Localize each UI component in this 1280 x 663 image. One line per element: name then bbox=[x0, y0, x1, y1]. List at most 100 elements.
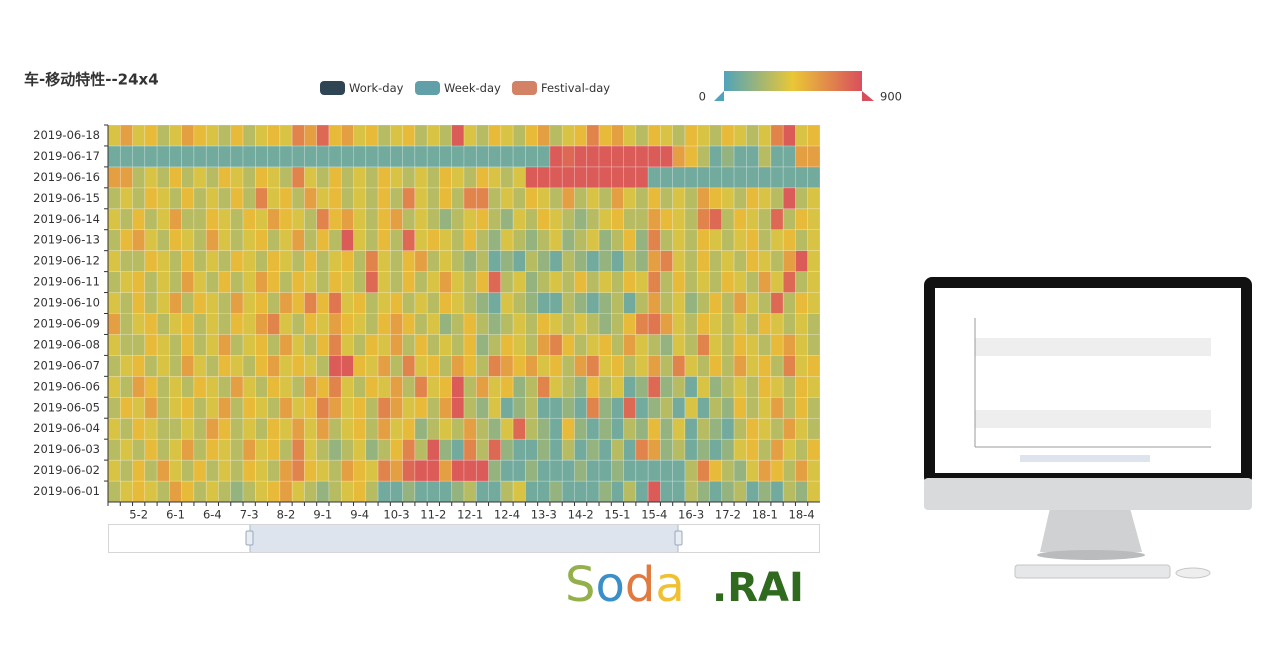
heatmap-cell bbox=[390, 229, 403, 251]
heatmap-cell bbox=[500, 250, 514, 272]
heatmap-cell bbox=[107, 480, 121, 503]
heatmap-cell bbox=[402, 334, 416, 356]
heatmap-cell bbox=[439, 313, 453, 335]
heatmap-cell bbox=[537, 145, 551, 168]
monitor-stand bbox=[1040, 508, 1142, 552]
heatmap-cell bbox=[193, 292, 207, 314]
heatmap-cell bbox=[340, 438, 354, 461]
heatmap-cell bbox=[635, 166, 649, 189]
heatmap-cell bbox=[181, 396, 195, 419]
heatmap-cell bbox=[672, 166, 686, 189]
heatmap-cell bbox=[353, 334, 367, 356]
heatmap-cell bbox=[242, 396, 256, 419]
heatmap-cell bbox=[304, 313, 317, 335]
heatmap-cell bbox=[205, 376, 219, 398]
heatmap-cell bbox=[561, 459, 575, 482]
heatmap-cell bbox=[500, 124, 514, 147]
heatmap-cell bbox=[242, 459, 256, 482]
x-tick-label: 7-3 bbox=[240, 508, 259, 522]
visual-map[interactable]: 0 900 bbox=[699, 71, 902, 104]
heatmap-cell bbox=[439, 145, 453, 168]
heatmap-cell bbox=[279, 313, 293, 335]
heatmap-cell bbox=[316, 187, 330, 210]
heatmap-cell bbox=[218, 438, 232, 461]
heatmap-cell bbox=[475, 145, 489, 168]
visual-map-handle[interactable] bbox=[714, 91, 724, 101]
heatmap-cell bbox=[340, 166, 354, 189]
heatmap-cell bbox=[439, 459, 453, 482]
heatmap-cell bbox=[586, 124, 600, 147]
heatmap-cell bbox=[193, 166, 207, 189]
zoom-window[interactable] bbox=[250, 525, 678, 552]
heatmap-cell bbox=[463, 480, 477, 503]
monitor-screen bbox=[935, 288, 1241, 473]
heatmap-cell bbox=[746, 396, 759, 419]
visual-map-max: 900 bbox=[880, 90, 902, 104]
heatmap-cell bbox=[107, 417, 121, 440]
heatmap-cell bbox=[795, 124, 809, 147]
heatmap-cell bbox=[709, 208, 723, 231]
zoom-handle[interactable] bbox=[245, 530, 254, 546]
heatmap-cell bbox=[770, 229, 784, 251]
heatmap-cell bbox=[537, 124, 551, 147]
heatmap-cell bbox=[439, 480, 453, 503]
heatmap-cell bbox=[267, 271, 281, 293]
zoom-handle[interactable] bbox=[674, 530, 683, 546]
heatmap-cell bbox=[377, 376, 391, 398]
heatmap-cell bbox=[377, 438, 391, 461]
heatmap-cell bbox=[746, 376, 759, 398]
heatmap-cell bbox=[770, 145, 784, 168]
y-tick-label: 2019-06-09 bbox=[33, 316, 100, 330]
heatmap-cell bbox=[169, 166, 182, 189]
heatmap-cell bbox=[132, 292, 146, 314]
heatmap-cell bbox=[353, 271, 367, 293]
heatmap-cell bbox=[475, 124, 489, 147]
heatmap-cell bbox=[144, 229, 158, 251]
heatmap-cell bbox=[156, 208, 170, 231]
heatmap-cell bbox=[611, 376, 624, 398]
heatmap-cell bbox=[451, 417, 465, 440]
heatmap-cell bbox=[623, 459, 637, 482]
heatmap-cell bbox=[500, 459, 514, 482]
visual-map-handle[interactable] bbox=[862, 91, 874, 101]
heatmap-cell bbox=[439, 208, 453, 231]
heatmap-cell bbox=[414, 292, 428, 314]
heatmap-cell bbox=[684, 166, 698, 189]
heatmap-cell bbox=[242, 417, 256, 440]
heatmap-cell bbox=[549, 396, 563, 419]
heatmap-cell bbox=[795, 396, 809, 419]
y-tick-label: 2019-06-06 bbox=[33, 379, 100, 393]
heatmap-cell bbox=[218, 417, 232, 440]
heatmap-cell bbox=[709, 166, 723, 189]
heatmap-cell bbox=[672, 292, 686, 314]
heatmap-cell bbox=[451, 438, 465, 461]
y-tick-label: 2019-06-04 bbox=[33, 421, 100, 435]
heatmap-cell bbox=[230, 376, 244, 398]
heatmap-cell bbox=[647, 480, 661, 503]
heatmap-cell bbox=[561, 355, 575, 377]
heatmap-cell bbox=[230, 271, 244, 293]
heatmap-cell bbox=[512, 396, 526, 419]
heatmap-cell bbox=[230, 229, 244, 251]
heatmap-cell bbox=[672, 334, 686, 356]
heatmap-cell bbox=[230, 355, 244, 377]
heatmap-cell bbox=[488, 376, 502, 398]
heatmap-cell bbox=[255, 187, 268, 210]
heatmap-cell bbox=[660, 145, 673, 168]
heatmap-cell bbox=[525, 417, 538, 440]
heatmap-cell bbox=[758, 124, 772, 147]
heatmap-cell bbox=[279, 438, 293, 461]
heatmap-cell bbox=[635, 145, 649, 168]
heatmap-cell bbox=[721, 480, 735, 503]
heatmap-cell bbox=[463, 187, 477, 210]
data-zoom[interactable] bbox=[108, 524, 820, 553]
heatmap-cell bbox=[328, 396, 342, 419]
heatmap-cell bbox=[414, 187, 428, 210]
heatmap-cell bbox=[193, 250, 207, 272]
heatmap-cell bbox=[132, 271, 146, 293]
heatmap-cell bbox=[586, 313, 600, 335]
heatmap-cell bbox=[353, 229, 367, 251]
heatmap-cell bbox=[218, 187, 232, 210]
x-tick-label: 15-1 bbox=[604, 508, 630, 522]
heatmap-cell bbox=[156, 250, 170, 272]
